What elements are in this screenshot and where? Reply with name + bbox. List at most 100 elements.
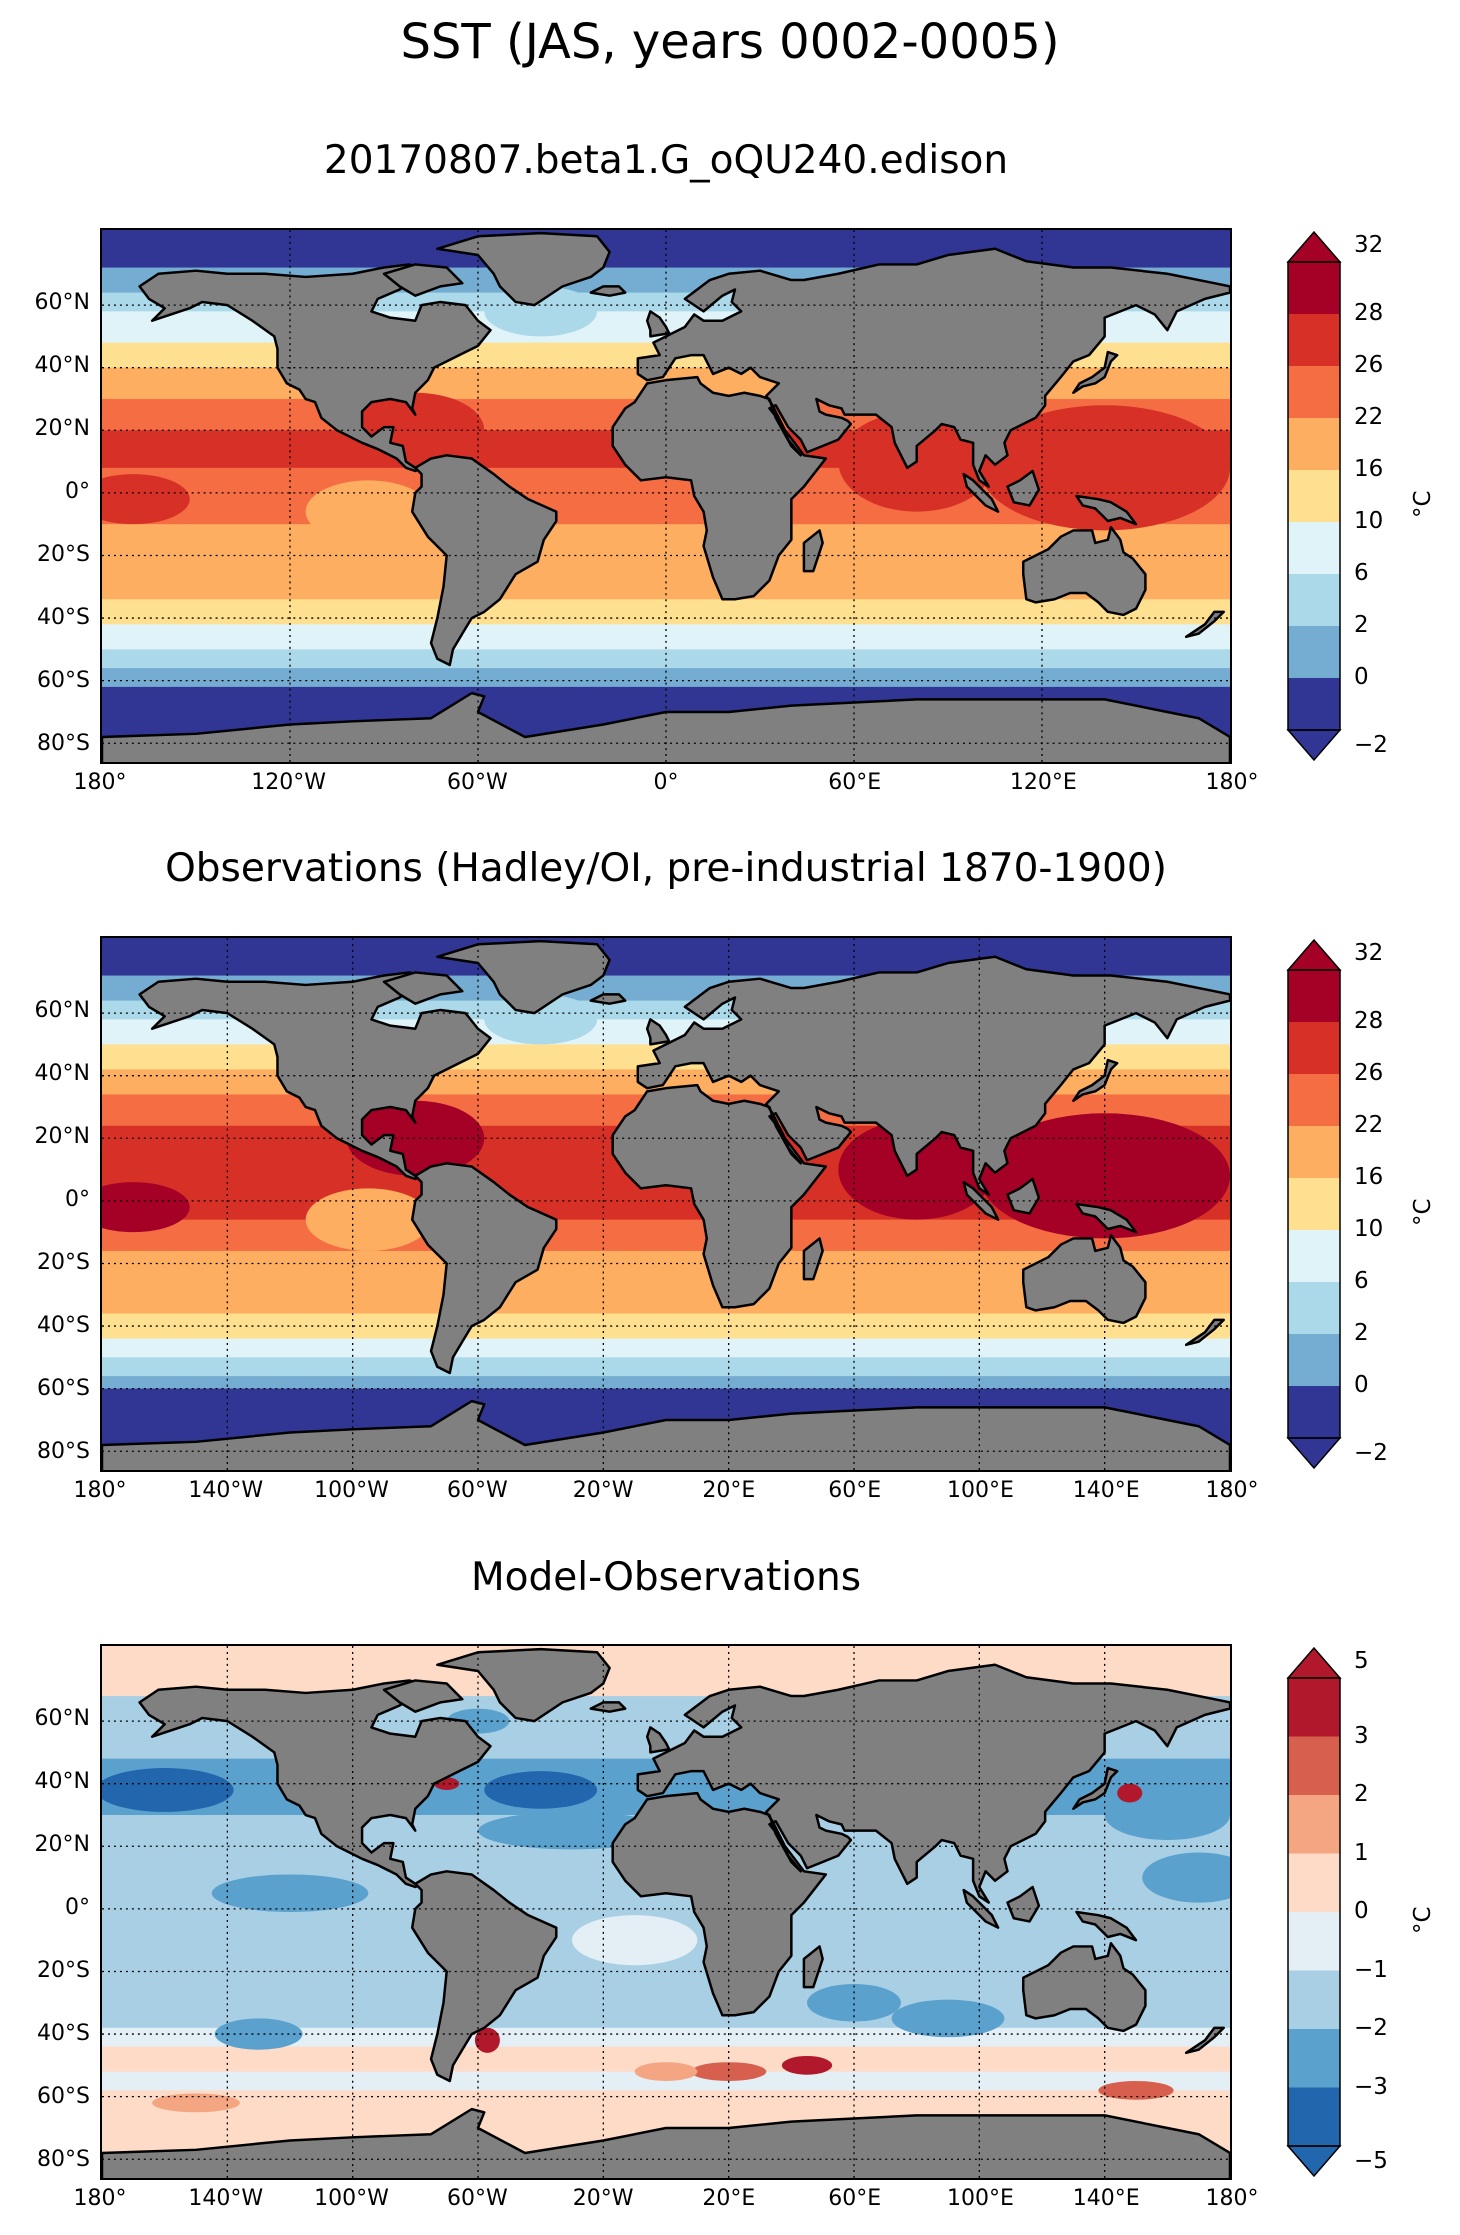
lat-tick-label: 0°	[65, 1894, 90, 1920]
lon-tick-label: 180°	[73, 2186, 127, 2211]
landmass-japan	[1072, 1058, 1119, 1103]
landmass-japan	[1072, 350, 1119, 395]
landmass-newguinea	[1075, 1910, 1138, 1942]
lon-tick-label: 120°E	[1009, 770, 1077, 795]
colorbar-tick-label: −2	[1354, 1440, 1388, 1466]
lon-tick-label: 140°E	[1072, 2186, 1140, 2211]
lat-tick-label: 60°S	[37, 668, 90, 694]
colorbar-tick-label: −1	[1354, 1956, 1388, 1983]
landmass-japan	[1072, 1766, 1119, 1811]
colorbar-tick-label: 22	[1354, 404, 1384, 430]
panel-2-title: Observations (Hadley/OI, pre-industrial …	[165, 846, 1167, 891]
colorbar-segment	[1288, 574, 1340, 627]
lon-tick-label: 60°E	[828, 2186, 882, 2211]
colorbar-tick-label: 6	[1354, 560, 1369, 586]
lon-tick-label: 60°W	[446, 770, 508, 795]
colorbar-tick-label: −5	[1354, 2148, 1388, 2174]
landmass-newguinea	[1075, 494, 1138, 526]
lat-tick-label: 20°S	[37, 541, 90, 567]
lon-tick-label: 60°W	[446, 2186, 508, 2211]
colorbar-unit-label: °C	[1410, 1906, 1436, 1934]
lon-tick-label: 20°E	[702, 2186, 756, 2211]
lat-tick-label: 20°S	[37, 1957, 90, 1983]
colorbar-extend-top	[1286, 938, 1342, 971]
lon-tick-label: 180°	[1205, 2186, 1259, 2211]
lon-tick-label: 100°W	[314, 1478, 389, 1503]
lon-tick-label: 140°W	[188, 1478, 264, 1503]
lat-tick-label: 60°S	[37, 1376, 90, 1402]
lat-tick-label: 20°N	[34, 1831, 90, 1857]
colorbar-segment	[1288, 1022, 1340, 1075]
colorbar-segment	[1288, 1386, 1340, 1439]
colorbar-tick-label: 10	[1354, 508, 1384, 534]
colorbar-outline	[1287, 1677, 1341, 2147]
landmass-australia	[1021, 1942, 1147, 2033]
lat-tick-label: 40°N	[34, 352, 90, 378]
lon-tick-label: 60°W	[446, 1478, 508, 1503]
colorbar-tick-label: −2	[1354, 732, 1388, 758]
colorbar-tick-label: 1	[1354, 1839, 1369, 1866]
lat-tick-label: 60°N	[34, 1705, 90, 1731]
colorbar-outline	[1287, 261, 1341, 731]
colorbar-tick-label: 2	[1354, 1320, 1369, 1346]
landmass-greenland	[436, 1647, 611, 1723]
panel-3-map	[100, 1644, 1232, 2180]
lat-tick-label: 80°S	[37, 731, 90, 757]
colorbar-segment	[1288, 2029, 1340, 2088]
lat-tick-label: 0°	[65, 478, 90, 504]
colorbar-tick-label: 3	[1354, 1722, 1369, 1749]
figure-title: SST (JAS, years 0002-0005)	[400, 14, 1060, 70]
colorbar-svg	[1286, 938, 1342, 1470]
colorbar-tick-label: 0	[1354, 1898, 1369, 1924]
lon-tick-label: 60°E	[828, 770, 882, 795]
landmass-britain	[645, 310, 671, 338]
landmass-borneo	[1006, 1177, 1041, 1215]
landmass-madagascar	[802, 529, 824, 573]
landmass-greenland	[436, 231, 611, 307]
colorbar-unit-label: °C	[1410, 1198, 1436, 1226]
lon-tick-label: 180°	[1205, 770, 1259, 795]
lat-tick-label: 20°S	[37, 1249, 90, 1275]
lon-tick-label: 0°	[653, 770, 679, 795]
map-canvas	[102, 1646, 1230, 2178]
colorbar-segment	[1288, 1736, 1340, 1796]
colorbar-outline	[1287, 969, 1341, 1439]
lat-tick-label: 60°N	[34, 997, 90, 1023]
map-canvas	[102, 230, 1230, 762]
colorbar-tick-label: 26	[1354, 1060, 1384, 1086]
landmass-baffin	[382, 1679, 464, 1713]
landmass-iceland	[589, 1701, 627, 1713]
colorbar-segment	[1288, 470, 1340, 523]
lat-tick-label: 20°N	[34, 1123, 90, 1149]
colorbar-segment	[1288, 1678, 1340, 1737]
lat-tick-label: 80°S	[37, 2147, 90, 2173]
colorbar-tick-label: 0	[1354, 664, 1369, 690]
landmass-greenland	[436, 939, 611, 1015]
panel-1-title: 20170807.beta1.G_oQU240.edison	[323, 138, 1009, 183]
colorbar-tick-label: 6	[1354, 1268, 1369, 1294]
colorbar-svg	[1286, 1646, 1342, 2178]
landmass-borneo	[1006, 469, 1041, 507]
colorbar-segment	[1288, 418, 1340, 471]
colorbar-segment	[1288, 1334, 1340, 1387]
colorbar-tick-label: 16	[1354, 456, 1384, 482]
lat-tick-label: 60°N	[34, 289, 90, 315]
landmass-iceland	[589, 285, 627, 297]
colorbar-tick-label: 5	[1354, 1648, 1369, 1674]
colorbar-tick-label: 2	[1354, 612, 1369, 638]
colorbar-segment	[1288, 1853, 1340, 1913]
landmass-samerica	[410, 1870, 558, 2083]
colorbar-tick-label: 0	[1354, 1372, 1369, 1398]
panel-1-map	[100, 228, 1232, 764]
lon-tick-label: 140°W	[188, 2186, 264, 2211]
colorbar-tick-label: 22	[1354, 1112, 1384, 1138]
colorbar-segment	[1288, 1178, 1340, 1231]
lat-tick-label: 60°S	[37, 2084, 90, 2110]
panel-3-title: Model-Observations	[470, 1555, 862, 1600]
colorbar-tick-label: 16	[1354, 1164, 1384, 1190]
lon-tick-label: 140°E	[1072, 1478, 1140, 1503]
lon-tick-label: 20°E	[702, 1478, 756, 1503]
colorbar-segment	[1288, 2087, 1340, 2147]
colorbar-extend-bottom	[1286, 2145, 1342, 2178]
colorbar-segment	[1288, 1074, 1340, 1127]
